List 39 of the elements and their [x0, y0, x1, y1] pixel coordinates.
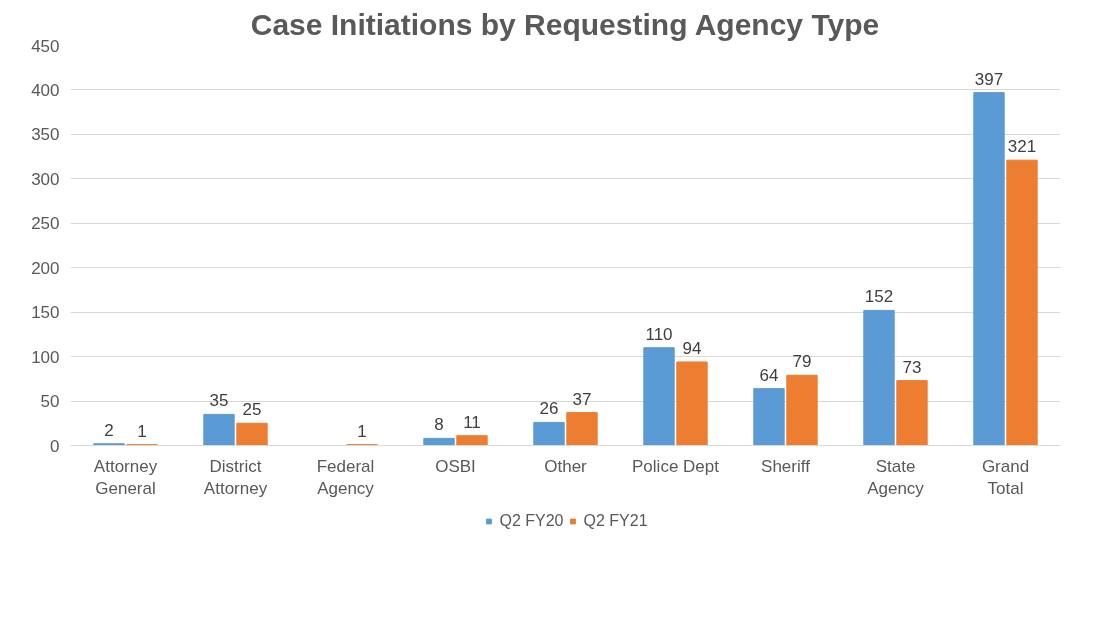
- data-label: 37: [572, 389, 592, 409]
- data-label: 397: [974, 69, 1004, 89]
- data-label: 2: [104, 420, 114, 440]
- x-tick-label: District Attorney: [203, 456, 268, 499]
- data-label: 321: [1007, 137, 1037, 157]
- x-tick-label: OSBI: [435, 456, 476, 476]
- data-label: 73: [902, 357, 922, 377]
- data-label: 35: [209, 391, 229, 411]
- x-tick-label: Attorney General: [93, 456, 158, 499]
- y-tick-label: 0: [50, 436, 60, 456]
- y-tick-label: 100: [31, 347, 60, 367]
- x-tick-label: Police Dept: [632, 456, 720, 476]
- legend-label: Q2 FY21: [583, 512, 648, 530]
- x-tick-label: Grand Total: [981, 456, 1030, 499]
- y-tick-label: 250: [31, 214, 60, 234]
- data-label: 1: [137, 421, 147, 441]
- legend-label: Q2 FY20: [499, 512, 564, 530]
- x-tick-label: Federal Agency: [316, 456, 375, 499]
- y-tick-label: 150: [31, 303, 60, 323]
- x-tick-label: State Agency: [867, 456, 925, 499]
- data-label: 152: [864, 287, 894, 307]
- data-label: 94: [682, 338, 702, 358]
- x-tick-label: Other: [544, 456, 588, 476]
- data-label: 64: [759, 365, 779, 385]
- data-label: 1: [357, 421, 367, 441]
- y-tick-label: 350: [31, 125, 60, 145]
- y-tick-label: 400: [31, 80, 60, 100]
- data-label: 26: [539, 399, 559, 419]
- data-label: 79: [792, 352, 812, 372]
- y-tick-label: 300: [31, 169, 60, 189]
- y-tick-label: 200: [31, 258, 60, 278]
- y-tick-label: 50: [40, 392, 60, 412]
- chart-title: Case Initiations by Requesting Agency Type: [250, 7, 880, 41]
- x-tick-label: Sheriff: [761, 456, 811, 476]
- data-label: 8: [434, 415, 444, 435]
- data-label: 25: [242, 400, 262, 420]
- y-tick-label: 450: [31, 36, 60, 56]
- data-label: 110: [645, 324, 673, 344]
- data-label: 11: [463, 412, 481, 432]
